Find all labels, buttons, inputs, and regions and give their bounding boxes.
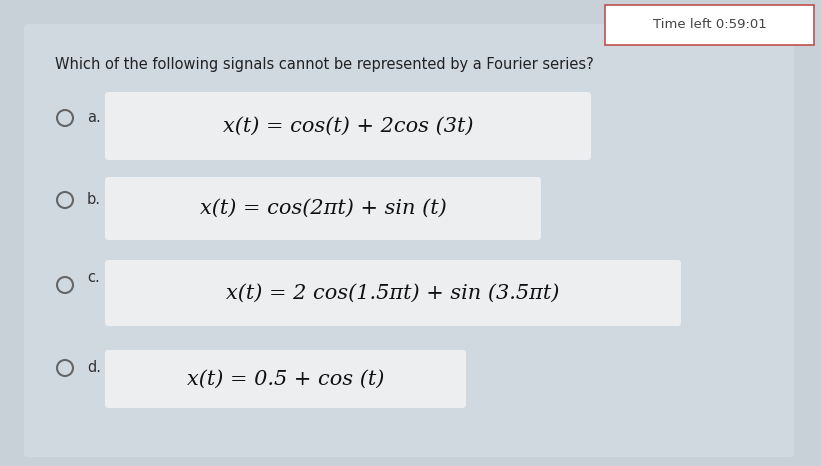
Text: b.: b. bbox=[87, 192, 101, 207]
Text: d.: d. bbox=[87, 361, 101, 376]
Text: x(t) = cos(2πt) + sin (t): x(t) = cos(2πt) + sin (t) bbox=[200, 199, 447, 218]
Text: c.: c. bbox=[87, 270, 99, 286]
Text: a.: a. bbox=[87, 110, 101, 125]
FancyBboxPatch shape bbox=[105, 260, 681, 326]
FancyBboxPatch shape bbox=[105, 177, 541, 240]
Text: Which of the following signals cannot be represented by a Fourier series?: Which of the following signals cannot be… bbox=[55, 57, 594, 73]
Text: x(t) = 2 cos(1.5πt) + sin (3.5πt): x(t) = 2 cos(1.5πt) + sin (3.5πt) bbox=[227, 283, 560, 302]
FancyBboxPatch shape bbox=[105, 92, 591, 160]
FancyBboxPatch shape bbox=[105, 350, 466, 408]
FancyBboxPatch shape bbox=[24, 24, 794, 457]
Text: x(t) = cos(t) + 2cos (3t): x(t) = cos(t) + 2cos (3t) bbox=[222, 116, 473, 136]
Text: Time left 0:59:01: Time left 0:59:01 bbox=[653, 19, 766, 32]
Text: x(t) = 0.5 + cos (t): x(t) = 0.5 + cos (t) bbox=[187, 370, 384, 389]
FancyBboxPatch shape bbox=[605, 5, 814, 45]
